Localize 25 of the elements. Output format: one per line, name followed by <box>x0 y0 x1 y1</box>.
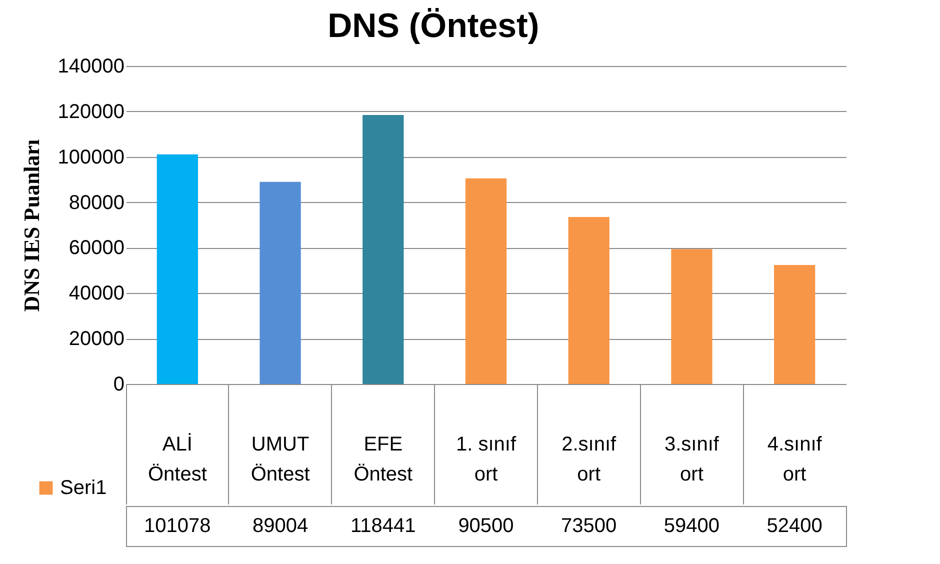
x-tick-label: 3.sınıf ort <box>664 434 720 486</box>
chart-title: DNS (Öntest) <box>328 7 540 45</box>
x-tick-label: 2.sınıf ort <box>562 434 617 486</box>
data-label: 118441 <box>350 515 416 537</box>
x-tick-label: 4.sınıf ort <box>767 434 822 486</box>
data-label: 89004 <box>252 515 308 537</box>
data-label: 101078 <box>144 515 211 537</box>
y-tick-label: 0 <box>113 374 124 396</box>
data-label: 52400 <box>766 515 822 537</box>
y-tick-label: 80000 <box>68 192 124 214</box>
y-tick-label: 120000 <box>58 100 124 123</box>
y-tick-label: 60000 <box>68 237 124 260</box>
data-label: 90500 <box>458 515 514 537</box>
data-label: 73500 <box>561 515 617 537</box>
y-axis-title: DNS IES Puanları <box>18 139 44 312</box>
x-tick-label: 1. sınıf ort <box>456 434 516 486</box>
legend-label: Seri1 <box>60 477 107 499</box>
x-tick-label: EFE Öntest <box>354 434 414 486</box>
y-tick-label: 40000 <box>68 282 124 305</box>
y-tick-label: 140000 <box>58 56 124 78</box>
y-tick-label: 20000 <box>68 328 124 350</box>
x-tick-label: ALİ Öntest <box>148 432 208 486</box>
y-tick-label: 100000 <box>58 146 124 168</box>
x-tick-label: UMUT Öntest <box>250 434 310 486</box>
data-label: 59400 <box>664 515 720 537</box>
